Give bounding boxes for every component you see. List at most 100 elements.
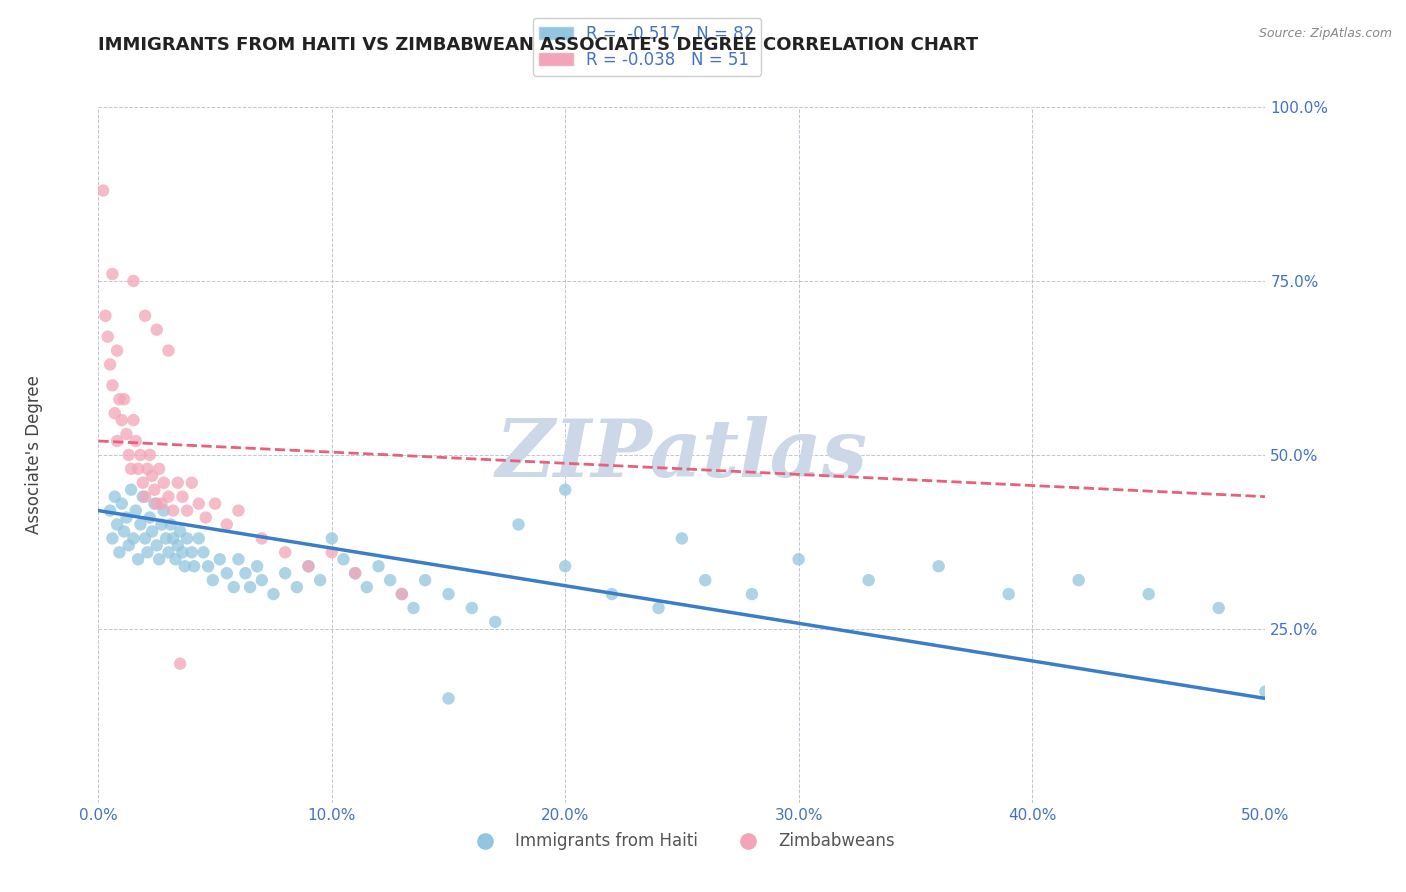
Point <box>250 573 273 587</box>
Point <box>250 532 273 546</box>
Point <box>91 184 114 198</box>
Point <box>134 532 156 546</box>
Point <box>146 538 169 552</box>
Point <box>150 517 173 532</box>
Point <box>600 587 623 601</box>
Point <box>647 601 669 615</box>
Point <box>115 510 138 524</box>
Point <box>127 462 149 476</box>
Point <box>215 566 238 581</box>
Point <box>120 483 142 497</box>
Point <box>141 524 163 539</box>
Point <box>187 532 209 546</box>
Point <box>122 532 145 546</box>
Point <box>108 545 131 559</box>
Point <box>134 490 156 504</box>
Point <box>101 532 124 546</box>
Point <box>183 559 205 574</box>
Point <box>194 510 217 524</box>
Point <box>150 497 173 511</box>
Point <box>105 343 128 358</box>
Point <box>274 566 297 581</box>
Point <box>297 559 319 574</box>
Point <box>165 552 187 566</box>
Point <box>215 517 238 532</box>
Point <box>166 538 188 552</box>
Point <box>228 552 250 566</box>
Point <box>120 462 142 476</box>
Point <box>180 545 202 559</box>
Text: Source: ZipAtlas.com: Source: ZipAtlas.com <box>1258 27 1392 40</box>
Point <box>125 434 148 448</box>
Point <box>139 510 162 524</box>
Point <box>139 448 162 462</box>
Point <box>193 545 215 559</box>
Point <box>484 615 506 629</box>
Point <box>115 427 138 442</box>
Point <box>162 503 184 517</box>
Point <box>122 413 145 427</box>
Point <box>222 580 245 594</box>
Point <box>104 406 127 420</box>
Point <box>204 497 226 511</box>
Point <box>169 524 191 539</box>
Point <box>143 483 166 497</box>
Point <box>235 566 257 581</box>
Point <box>129 448 152 462</box>
Point <box>98 358 121 372</box>
Point <box>309 573 332 587</box>
Point <box>157 490 180 504</box>
Point <box>208 552 231 566</box>
Point <box>105 517 128 532</box>
Point <box>413 573 436 587</box>
Point <box>166 475 188 490</box>
Point <box>104 490 127 504</box>
Point <box>437 587 460 601</box>
Point <box>141 468 163 483</box>
Point <box>136 545 159 559</box>
Point <box>132 490 155 504</box>
Point <box>1208 601 1230 615</box>
Point <box>380 573 402 587</box>
Text: IMMIGRANTS FROM HAITI VS ZIMBABWEAN ASSOCIATE'S DEGREE CORRELATION CHART: IMMIGRANTS FROM HAITI VS ZIMBABWEAN ASSO… <box>98 36 979 54</box>
Text: ZIPatlas: ZIPatlas <box>496 417 868 493</box>
Point <box>132 475 155 490</box>
Point <box>136 462 159 476</box>
Point <box>246 559 269 574</box>
Point <box>176 503 198 517</box>
Point <box>146 497 169 511</box>
Point <box>262 587 284 601</box>
Point <box>228 503 250 517</box>
Point <box>97 329 120 343</box>
Point <box>344 566 367 581</box>
Point <box>127 552 149 566</box>
Point <box>172 490 194 504</box>
Point <box>180 475 202 490</box>
Point <box>112 392 135 407</box>
Point <box>105 434 128 448</box>
Point <box>858 573 880 587</box>
Point <box>159 517 181 532</box>
Point <box>201 573 224 587</box>
Point <box>111 413 134 427</box>
Point <box>172 545 194 559</box>
Point <box>554 483 576 497</box>
Point <box>787 552 810 566</box>
Point <box>152 475 174 490</box>
Point <box>1137 587 1160 601</box>
Point <box>176 532 198 546</box>
Point <box>1067 573 1090 587</box>
Point <box>321 545 343 559</box>
Point <box>108 392 131 407</box>
Point <box>285 580 308 594</box>
Point <box>197 559 219 574</box>
Point <box>1254 684 1277 698</box>
Point <box>112 524 135 539</box>
Point <box>134 309 156 323</box>
Point <box>391 587 413 601</box>
Point <box>997 587 1019 601</box>
Point <box>356 580 378 594</box>
Point <box>143 497 166 511</box>
Y-axis label: Associate's Degree: Associate's Degree <box>25 376 42 534</box>
Point <box>122 274 145 288</box>
